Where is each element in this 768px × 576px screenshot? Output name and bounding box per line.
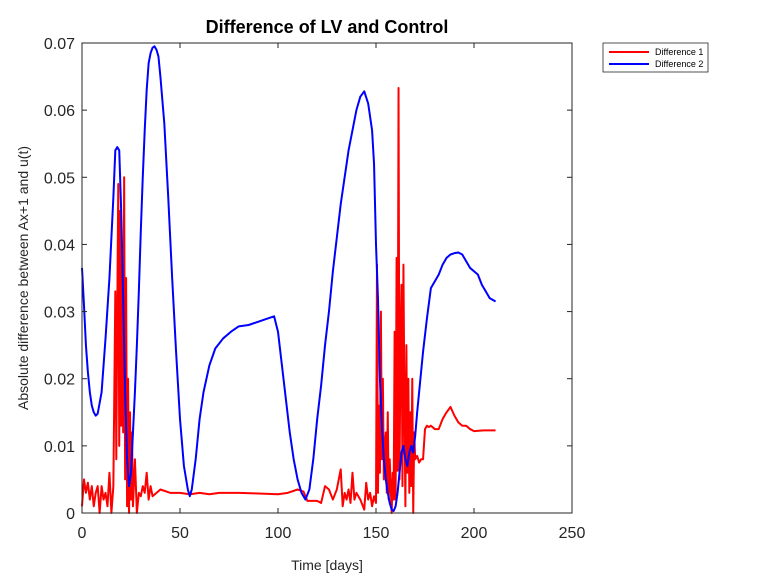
y-tick-label: 0.03: [44, 305, 75, 322]
x-tick-label: 250: [559, 525, 586, 542]
axes-box: [81, 42, 573, 514]
y-axis-ticks: 0 0.01 0.02 0.03 0.04 0.05 0.06 0.07: [44, 36, 572, 523]
y-tick-label: 0.05: [44, 170, 75, 187]
y-axis-label: Absolute difference between Ax+1 and u(t…: [15, 146, 31, 410]
y-tick-label: 0: [66, 506, 75, 523]
x-tick-label: 150: [363, 525, 390, 542]
axes-background: [82, 43, 572, 513]
series-layer: [81, 45, 497, 514]
x-tick-label: 100: [265, 525, 292, 542]
plot-area: 0 50 100 150 200 250 0 0.01 0.02 0.03 0.04 0.05 0.0…: [44, 36, 586, 542]
x-tick-label: 50: [171, 525, 189, 542]
x-tick-label: 0: [78, 525, 87, 542]
legend-box: [602, 42, 709, 73]
x-axis-ticks: 0 50 100 150 200 250: [78, 43, 586, 542]
legend-label-difference-2: Difference 2: [655, 59, 703, 69]
chart-title: Difference of LV and Control: [206, 17, 449, 37]
x-axis-label: Time [days]: [291, 557, 363, 573]
x-tick-label: 200: [461, 525, 488, 542]
legend-label-difference-1: Difference 1: [655, 47, 703, 57]
y-tick-label: 0.04: [44, 237, 75, 254]
y-tick-label: 0.01: [44, 439, 75, 456]
y-tick-label: 0.07: [44, 36, 75, 53]
legend: Difference 1 Difference 2: [602, 42, 709, 73]
y-tick-label: 0.02: [44, 372, 75, 389]
y-tick-label: 0.06: [44, 103, 75, 120]
series-line-difference-2: [81, 45, 497, 512]
